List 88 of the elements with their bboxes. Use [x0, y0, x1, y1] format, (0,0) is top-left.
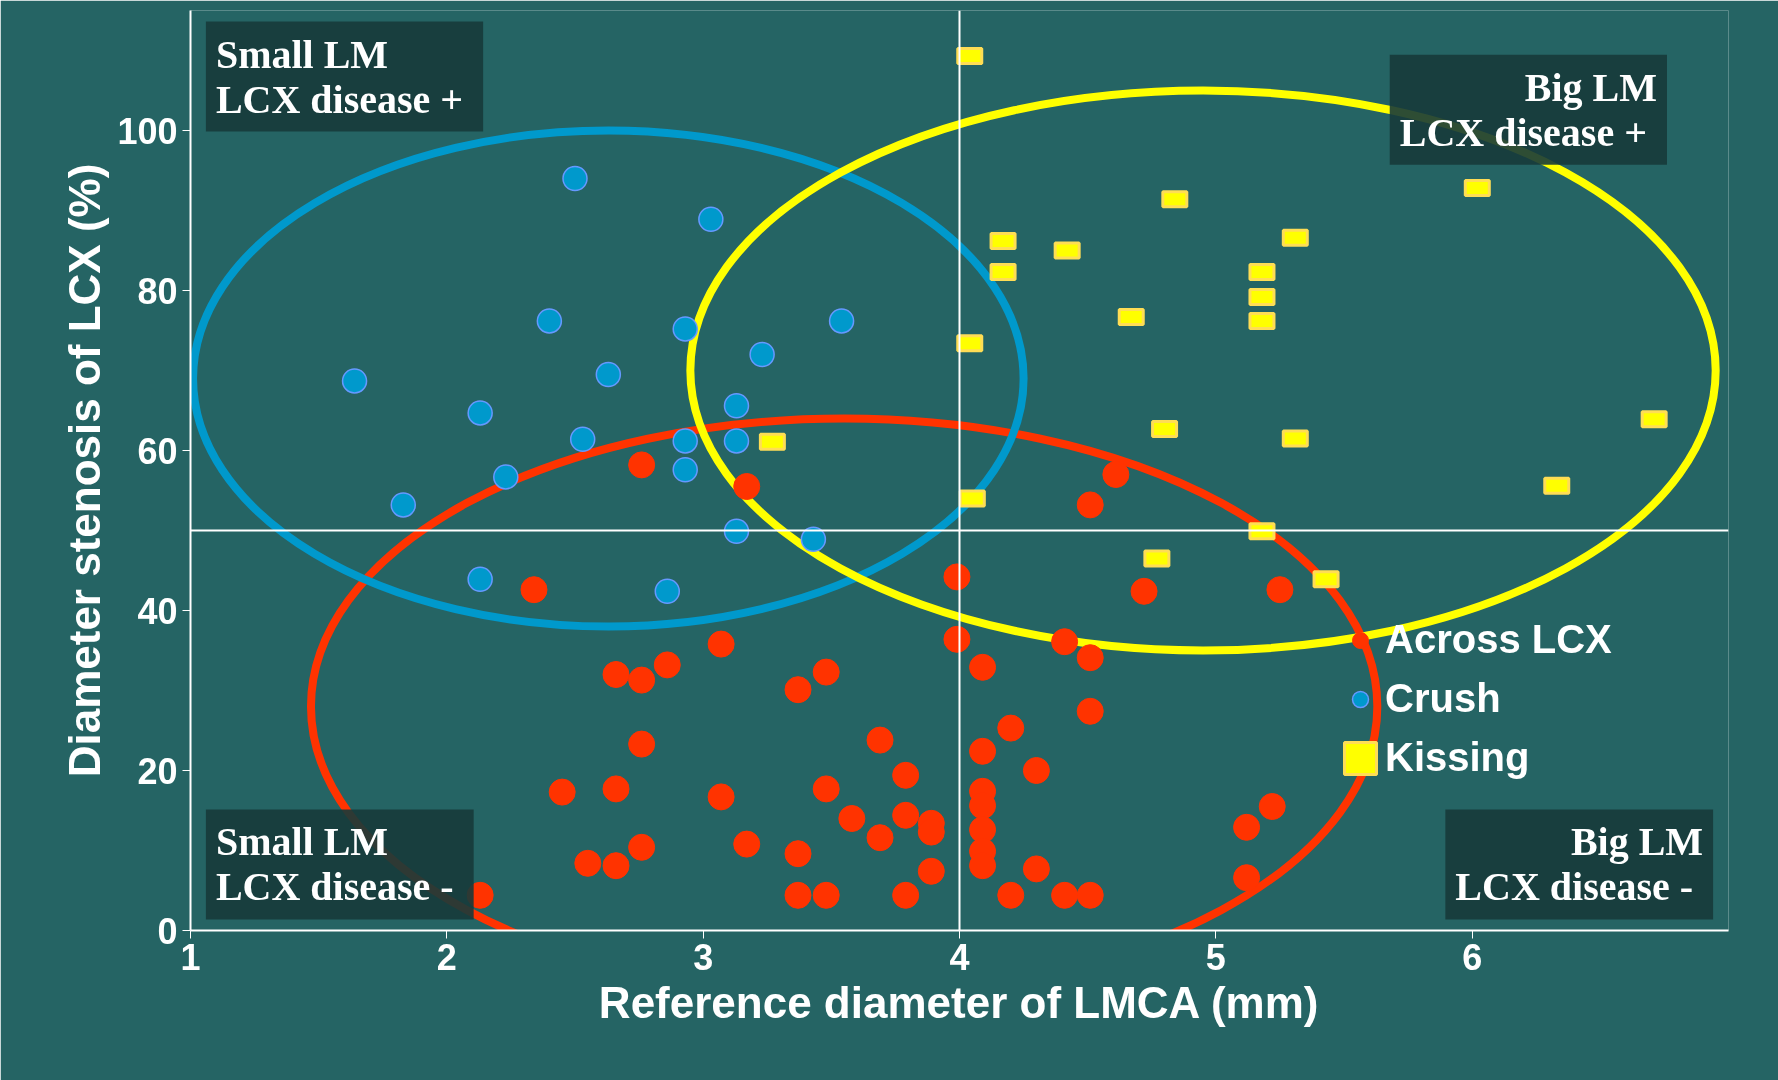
point [800, 526, 827, 553]
point [1076, 491, 1104, 519]
legend-label: Across LCX [1385, 617, 1612, 662]
point [917, 857, 945, 885]
y-tick-label: 80 [137, 270, 178, 312]
point [628, 666, 656, 694]
point [1076, 881, 1104, 909]
point [562, 165, 588, 192]
point [1022, 757, 1050, 784]
point [812, 658, 840, 686]
x-tick-label: 5 [1205, 936, 1226, 978]
annotation: Small LM LCX disease - [215, 819, 454, 910]
legend-label: Kissing [1385, 735, 1530, 780]
point [784, 881, 812, 909]
point [602, 852, 630, 880]
point [341, 368, 368, 394]
point [749, 341, 775, 368]
y-axis-title: Diameter stenosis of LCX (%) [60, 163, 110, 778]
point [997, 714, 1025, 742]
x-tick-label: 6 [1462, 936, 1483, 978]
point [653, 651, 681, 679]
point [784, 676, 812, 704]
point [969, 737, 997, 765]
y-tick-label: 0 [157, 910, 178, 952]
point [1051, 881, 1079, 909]
x-tick-label: 2 [436, 936, 457, 978]
point [628, 451, 656, 479]
point [812, 775, 840, 803]
point [733, 473, 761, 500]
x-tick-label: 3 [693, 936, 714, 978]
point [1233, 864, 1261, 892]
point [733, 830, 761, 858]
point [672, 316, 698, 342]
point [548, 778, 576, 806]
point [784, 840, 812, 868]
point [892, 761, 920, 789]
point [812, 881, 840, 909]
point [628, 833, 656, 861]
point [1266, 576, 1294, 604]
x-tick-label: 1 [180, 936, 201, 978]
legend-label: Crush [1385, 676, 1501, 721]
point [838, 805, 866, 832]
point [1102, 461, 1130, 488]
point [698, 206, 724, 233]
point [1076, 697, 1104, 725]
point [1022, 855, 1050, 883]
point [493, 464, 519, 490]
y-tick-label: 100 [117, 110, 178, 152]
x-tick-label: 4 [949, 936, 970, 978]
point [467, 400, 493, 426]
y-tick-label: 40 [137, 590, 178, 632]
point [602, 775, 630, 803]
point [654, 578, 681, 605]
point [1076, 644, 1104, 672]
annotation: Big LM LCX disease + [1399, 64, 1657, 155]
point [390, 492, 417, 518]
point [1130, 577, 1158, 605]
point [672, 456, 698, 483]
point [892, 881, 920, 909]
point [707, 630, 735, 658]
point [943, 563, 971, 591]
point [969, 653, 997, 681]
x-axis-title: Reference diameter of LMCA (mm) [598, 977, 1319, 1027]
point [595, 361, 622, 388]
point [672, 428, 698, 454]
annotation: Small LM LCX disease + [215, 31, 464, 122]
point [628, 730, 656, 758]
point [467, 566, 493, 593]
point [997, 881, 1025, 909]
y-tick-label: 20 [137, 750, 178, 792]
point [536, 308, 563, 334]
point [866, 726, 894, 754]
point [723, 428, 750, 454]
point [892, 801, 920, 829]
point [1233, 813, 1261, 841]
point [569, 426, 596, 453]
y-tick-label: 60 [137, 430, 178, 472]
point [943, 625, 971, 653]
point [707, 783, 735, 811]
point [602, 661, 630, 688]
annotation: Big LM LCX disease - [1455, 819, 1704, 910]
point [866, 824, 894, 852]
point [1258, 793, 1286, 820]
point [723, 392, 750, 419]
point [520, 576, 548, 604]
point [1051, 628, 1079, 656]
point [574, 849, 602, 877]
point [828, 308, 855, 334]
